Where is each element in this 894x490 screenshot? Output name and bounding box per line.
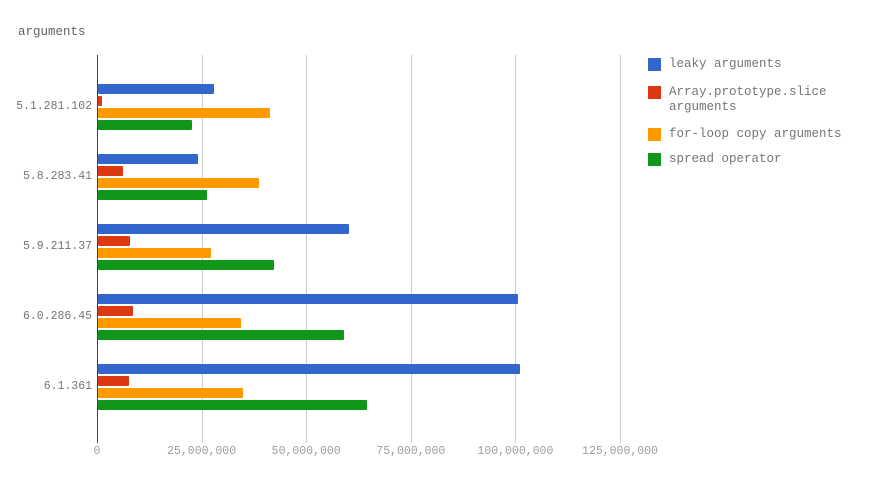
legend-item-for-loop-copy-arguments[interactable]: for-loop copy arguments xyxy=(648,127,842,142)
bar-leaky-arguments[interactable] xyxy=(98,154,198,164)
x-axis-tick xyxy=(620,437,621,443)
category-label: 6.0.286.45 xyxy=(22,310,92,323)
bar-group-6-0-286-45 xyxy=(98,294,620,340)
bar-spread-operator[interactable] xyxy=(98,260,274,270)
legend-label: Array.prototype.slice arguments xyxy=(669,85,827,114)
legend-item-array-prototype-slice-arguments[interactable]: Array.prototype.slice arguments xyxy=(648,85,874,114)
gridline xyxy=(515,55,517,437)
x-axis-tick-label: 25,000,000 xyxy=(167,445,237,458)
x-axis-tick xyxy=(201,437,203,443)
category-label: 5.1.281.102 xyxy=(16,100,92,113)
bar-for-loop-copy-arguments[interactable] xyxy=(98,248,211,258)
legend-item-spread-operator[interactable]: spread operator xyxy=(648,152,782,167)
bar-leaky-arguments[interactable] xyxy=(98,364,521,374)
bar-for-loop-copy-arguments[interactable] xyxy=(98,388,243,398)
category-label: 6.1.361 xyxy=(43,380,92,393)
legend-label: leaky arguments xyxy=(669,57,782,71)
bar-spread-operator[interactable] xyxy=(98,120,192,130)
bar-group-5-8-283-41 xyxy=(98,154,620,200)
legend-swatch-icon xyxy=(648,86,661,99)
bar-array-prototype-slice-arguments[interactable] xyxy=(98,96,103,106)
y-axis-line xyxy=(97,55,98,437)
bar-group-5-9-211-37 xyxy=(98,224,620,270)
legend-item-leaky-arguments[interactable]: leaky arguments xyxy=(648,57,782,72)
chart-title: arguments xyxy=(18,25,86,39)
bar-for-loop-copy-arguments[interactable] xyxy=(98,178,259,188)
x-axis-tick-label: 75,000,000 xyxy=(376,445,446,458)
gridline xyxy=(306,55,308,437)
bar-array-prototype-slice-arguments[interactable] xyxy=(98,166,124,176)
bar-leaky-arguments[interactable] xyxy=(98,84,214,94)
x-axis-tick-label: 50,000,000 xyxy=(271,445,341,458)
plot-area xyxy=(97,55,621,443)
bar-group-6-1-361 xyxy=(98,364,620,410)
x-axis-tick-label: 125,000,000 xyxy=(582,445,658,458)
bar-group-5-1-281-102 xyxy=(98,84,620,130)
legend-label: spread operator xyxy=(669,152,782,166)
legend-label: for-loop copy arguments xyxy=(669,127,842,141)
x-axis-tick xyxy=(97,437,98,443)
legend-swatch-icon xyxy=(648,58,661,71)
bar-array-prototype-slice-arguments[interactable] xyxy=(98,376,129,386)
bar-leaky-arguments[interactable] xyxy=(98,294,519,304)
x-axis-tick xyxy=(410,437,412,443)
legend-swatch-icon xyxy=(648,128,661,141)
category-label: 5.9.211.37 xyxy=(22,240,92,253)
bar-array-prototype-slice-arguments[interactable] xyxy=(98,236,130,246)
gridline xyxy=(620,55,621,437)
bar-spread-operator[interactable] xyxy=(98,190,207,200)
category-label: 5.8.283.41 xyxy=(22,170,92,183)
gridline xyxy=(410,55,412,437)
bar-spread-operator[interactable] xyxy=(98,330,345,340)
bar-for-loop-copy-arguments[interactable] xyxy=(98,318,241,328)
legend-swatch-icon xyxy=(648,153,661,166)
bar-spread-operator[interactable] xyxy=(98,400,367,410)
x-axis-tick-label: 0 xyxy=(93,445,101,458)
bar-array-prototype-slice-arguments[interactable] xyxy=(98,306,134,316)
x-axis-tick xyxy=(515,437,517,443)
gridline xyxy=(201,55,203,437)
bar-leaky-arguments[interactable] xyxy=(98,224,350,234)
x-axis-tick-label: 100,000,000 xyxy=(477,445,554,458)
x-axis-tick xyxy=(306,437,308,443)
bar-for-loop-copy-arguments[interactable] xyxy=(98,108,270,118)
y-axis-labels: 5.1.281.102 5.8.283.41 5.9.211.37 6.0.286.4… xyxy=(0,55,92,437)
x-axis: 0 25,000,000 50,000,000 75,000,000 100,000,0… xyxy=(93,445,658,461)
